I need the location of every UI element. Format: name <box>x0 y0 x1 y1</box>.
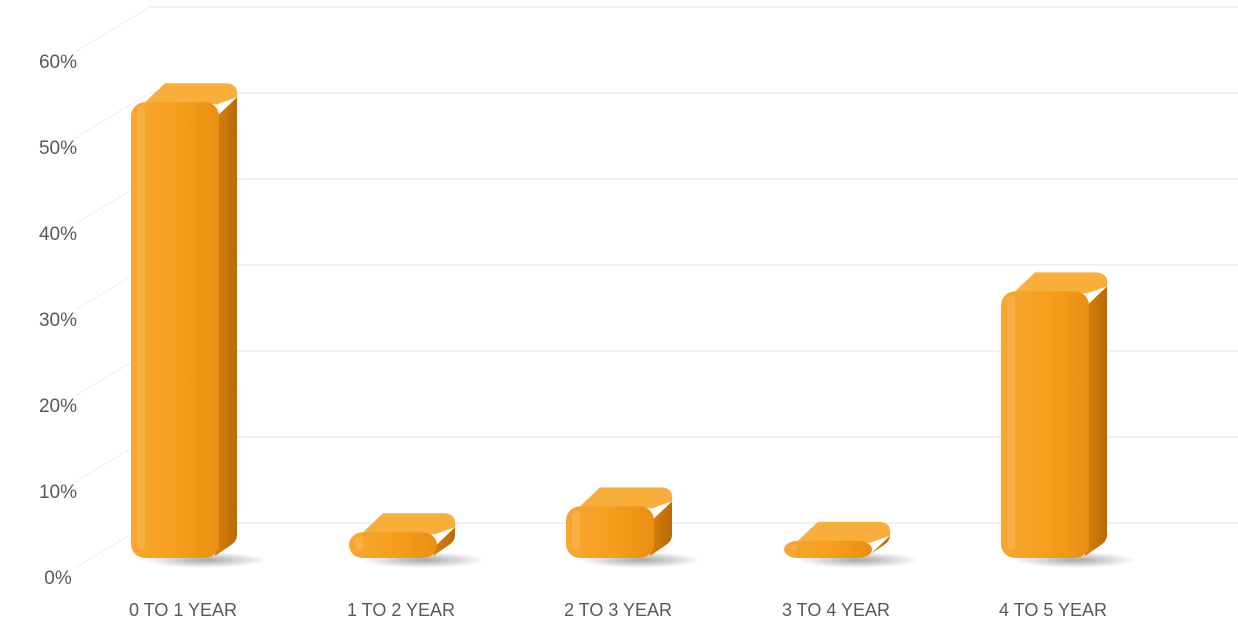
bar-highlight <box>355 536 363 550</box>
x-tick-label: 3 TO 4 YEAR <box>782 600 890 620</box>
bar-highlight <box>572 510 580 550</box>
y-tick-label: 20% <box>39 396 77 417</box>
gridline-side <box>74 6 151 53</box>
bar <box>566 487 702 568</box>
x-tick-label: 2 TO 3 YEAR <box>564 600 672 620</box>
bar-highlight <box>137 106 145 550</box>
bar-highlight <box>790 544 798 550</box>
bar <box>1001 272 1137 568</box>
bar-side <box>650 501 672 556</box>
x-tick-label: 4 TO 5 YEAR <box>999 600 1107 620</box>
bars <box>131 83 1137 568</box>
x-tick-label: 1 TO 2 YEAR <box>347 600 455 620</box>
bar-front <box>349 532 437 558</box>
y-tick-label: 0% <box>44 568 72 589</box>
y-tick-label: 60% <box>39 52 77 73</box>
bar-front <box>1001 291 1089 558</box>
bar-side <box>433 527 455 556</box>
bar-front <box>784 540 872 558</box>
y-axis: 0% 10% 20% 30% 40% 50% 60% <box>39 52 77 589</box>
bar-top <box>798 521 891 543</box>
y-tick-label: 40% <box>39 224 77 245</box>
bar-front <box>131 102 219 558</box>
bar-highlight <box>1007 295 1015 550</box>
bar-side <box>215 97 237 556</box>
y-tick-label: 50% <box>39 138 77 159</box>
gridlines <box>74 6 1238 569</box>
x-tick-label: 0 TO 1 YEAR <box>129 600 237 620</box>
bar <box>131 83 267 568</box>
bar-front <box>566 506 654 558</box>
bar-side <box>1085 286 1107 556</box>
gridline-side <box>74 92 151 139</box>
y-tick-label: 10% <box>39 482 77 503</box>
bar-top <box>363 513 456 535</box>
bar <box>349 513 485 568</box>
x-axis: 0 TO 1 YEAR 1 TO 2 YEAR 2 TO 3 YEAR 3 TO 4 … <box>129 600 1107 620</box>
bar <box>784 521 920 568</box>
y-tick-label: 30% <box>39 310 77 331</box>
bar-top <box>580 487 673 509</box>
bar-top <box>1015 272 1108 294</box>
bar-top <box>145 83 238 105</box>
